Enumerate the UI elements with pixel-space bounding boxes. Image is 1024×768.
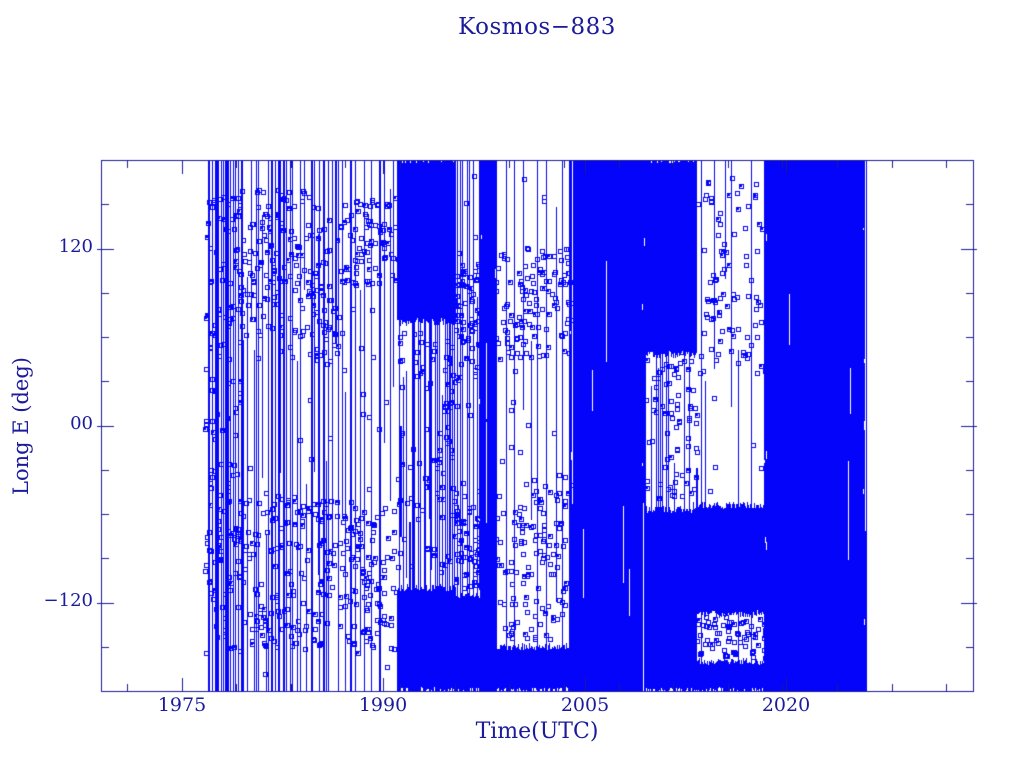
x-axis-label: Time(UTC) [475,719,599,744]
chart-title: Kosmos−883 [458,14,616,40]
y-axis-label-text: Long E (deg) [9,356,33,495]
y-tick-label-120: 120 [58,236,93,257]
y-tick-label-0: 00 [70,413,93,434]
x-tick-label-2005: 2005 [560,694,610,716]
x-tick-label-1990: 1990 [358,694,408,716]
x-tick-label-2020: 2020 [761,694,811,716]
x-tick-label-1975: 1975 [157,694,207,716]
y-tick-label--120: −120 [43,590,93,611]
